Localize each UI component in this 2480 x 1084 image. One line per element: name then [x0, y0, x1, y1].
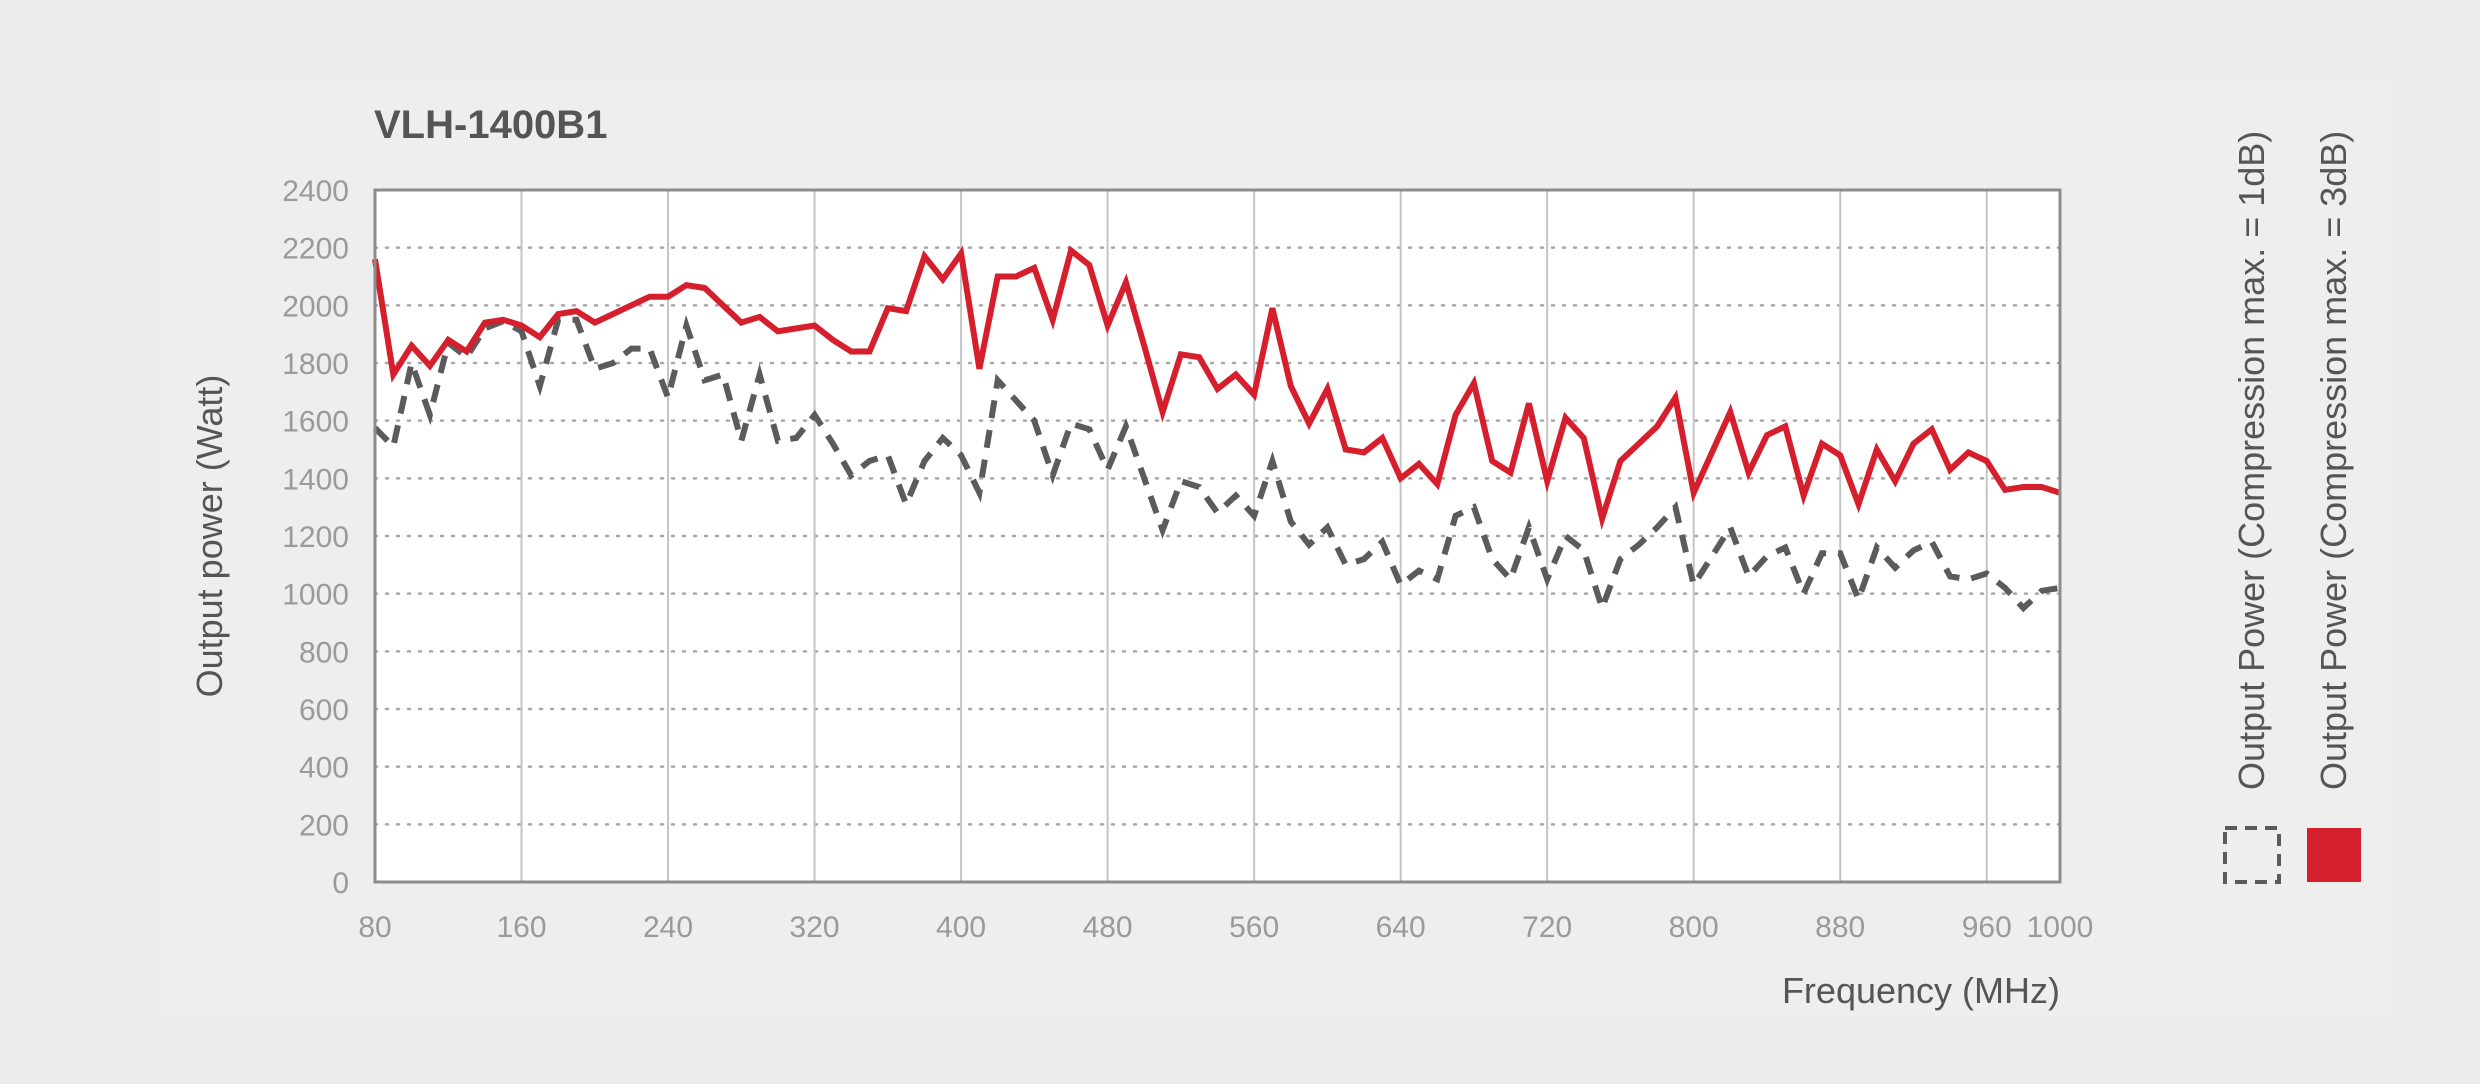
y-tick-label: 1000 — [282, 579, 349, 612]
x-tick-label: 960 — [1962, 911, 2012, 944]
x-tick-label: 720 — [1522, 911, 1572, 944]
legend-label-1db: Output Power (Compression max. = 1dB) — [2231, 131, 2272, 790]
x-axis-ticks: 80 160 240 320 400 480 560 640 720 800 880 960 1000 — [358, 911, 2093, 944]
legend-swatch-1db — [2223, 826, 2281, 884]
series-layer — [372, 245, 2061, 618]
y-tick-label: 2200 — [282, 233, 349, 266]
y-tick-label: 2000 — [282, 290, 349, 323]
y-tick-label: 0 — [332, 867, 349, 900]
plot-border — [373, 188, 2062, 884]
y-axis-ticks: 0 200 400 600 800 1000 1200 1400 1600 1800 2000 220… — [282, 175, 349, 900]
x-tick-label: 160 — [496, 911, 546, 944]
y-tick-label: 200 — [299, 809, 349, 842]
legend: Output Power (Compression max. = 1dB) Out… — [2223, 131, 2361, 884]
x-tick-label: 400 — [936, 911, 986, 944]
chart-title: VLH-1400B1 — [374, 103, 607, 147]
y-tick-label: 400 — [299, 752, 349, 785]
y-tick-label: 800 — [299, 636, 349, 669]
x-tick-label: 880 — [1815, 911, 1865, 944]
x-grid — [520, 190, 1988, 882]
y-axis-label: Output power (Watt) — [189, 375, 230, 698]
series-line-3db — [372, 245, 2061, 531]
y-tick-label: 1400 — [282, 463, 349, 496]
series-line-1db — [372, 314, 2061, 618]
plot-area — [375, 190, 2060, 882]
x-tick-label: 640 — [1376, 911, 1426, 944]
x-tick-label: 1000 — [2027, 911, 2094, 944]
x-tick-label: 560 — [1229, 911, 1279, 944]
x-axis-label: Frequency (MHz) — [1782, 970, 2060, 1011]
x-tick-label: 800 — [1669, 911, 1719, 944]
y-tick-label: 1200 — [282, 521, 349, 554]
x-tick-label: 480 — [1083, 911, 1133, 944]
legend-swatch-3db — [2307, 828, 2361, 882]
x-tick-label: 80 — [358, 911, 391, 944]
y-tick-label: 2400 — [282, 175, 349, 208]
y-tick-label: 1600 — [282, 406, 349, 439]
legend-label-3db: Output Power (Compression max. = 3dB) — [2313, 131, 2354, 790]
y-tick-label: 600 — [299, 694, 349, 727]
x-tick-label: 320 — [790, 911, 840, 944]
x-tick-label: 240 — [643, 911, 693, 944]
y-tick-label: 1800 — [282, 348, 349, 381]
